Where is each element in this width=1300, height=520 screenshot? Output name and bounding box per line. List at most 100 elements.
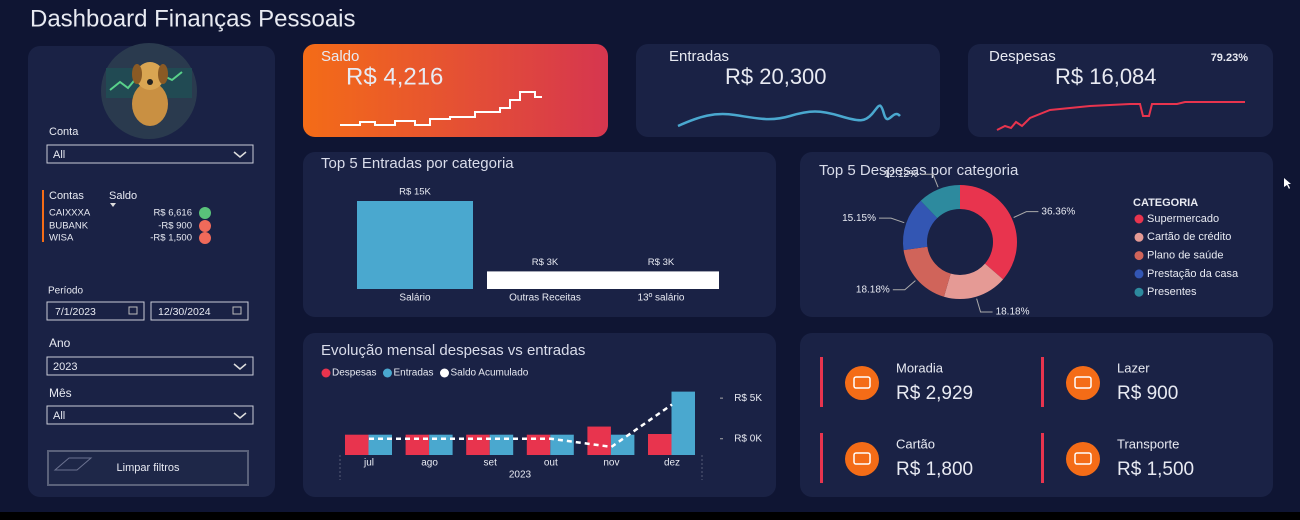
x-tick-label: dez [664,458,680,469]
date-value: 7/1/2023 [55,306,96,318]
bar [648,434,672,455]
bar [526,434,551,455]
x-tick-label: out [544,458,558,469]
tile-accent [820,357,823,407]
tile-accent [820,433,823,483]
leader-line [879,217,905,224]
bar [603,271,719,289]
tile-value: R$ 1,800 [896,459,973,480]
data-label: 18.18% [856,284,890,295]
x-tick-label: jul [363,458,374,469]
tile-icon-glyph [853,376,871,389]
data-label: R$ 15K [399,187,431,198]
dashboard-title: Dashboard Finanças Pessoais [30,5,356,32]
legend-label: Saldo Acumulado [451,368,529,379]
tile-icon-glyph [853,452,871,465]
legend-swatch [1134,214,1144,224]
conta-dropdown[interactable]: All [46,144,254,164]
table-cell: R$ 6,616 [153,208,192,219]
status-dot [199,232,211,244]
data-label: R$ 3K [532,257,559,268]
tile-value: R$ 2,929 [896,383,973,404]
leader-line [1013,211,1039,218]
sparkline [677,104,901,128]
status-dot [199,207,211,219]
tile-accent [1041,357,1044,407]
kpi-value: R$ 20,300 [725,64,827,89]
kpi-label: Despesas [989,48,1056,65]
kpi-label: Saldo [321,48,359,65]
kpi-share: 79.23% [1211,52,1249,64]
bar [671,391,695,455]
tile-icon [1066,366,1100,400]
tile-value: R$ 900 [1117,383,1178,404]
tile-icon-glyph [1074,376,1092,389]
legend-swatch [440,368,449,378]
table-accent [42,190,44,242]
x-tick-label: ago [421,458,438,469]
y2-tick-label: R$ 0K [734,433,762,444]
donut-slice [960,185,1017,280]
legend-label: Plano de saúde [1147,250,1223,262]
legend-swatch [1134,287,1144,297]
category-panel [800,333,1273,497]
legend-swatch [382,368,392,378]
filter-label: Período [48,286,83,297]
status-dot [199,220,211,232]
dropdown-value: 2023 [53,361,77,373]
kpi-card [968,44,1273,137]
chart-title: Top 5 Entradas por categoria [321,155,514,172]
tile-accent [1041,433,1044,483]
filter-label: Ano [49,336,71,350]
table-header: Saldo [109,190,137,202]
bar [550,434,574,455]
avatar [101,43,197,139]
x-tick-label: nov [603,458,619,469]
data-label: 18.18% [996,307,1030,318]
date-end[interactable]: 12/30/2024 [150,301,249,321]
kpi-label: Entradas [669,48,729,65]
x-tick-label: 13º salário [637,293,684,304]
chart-title: Top 5 Despesas por categoria [819,162,1019,179]
button-label: Limpar filtros [117,462,180,474]
x-tick-label: Salário [399,293,431,304]
table-header: Contas [49,190,84,202]
bar [487,271,603,289]
tile-value: R$ 1,500 [1117,459,1194,480]
tile-icon [1066,442,1100,476]
data-label: 12.12% [884,169,918,180]
date-value: 12/30/2024 [158,306,211,318]
legend-label: Cartão de crédito [1147,231,1231,243]
dropdown-value: All [53,149,65,161]
legend-label: Entradas [393,368,433,379]
legend-label: Presentes [1147,286,1197,298]
bar [587,426,611,455]
chart-title: Evolução mensal despesas vs entradas [321,342,585,359]
legend-swatch [1134,232,1144,242]
kpi-card [303,44,608,137]
ano-dropdown[interactable]: 2023 [46,356,254,376]
data-label: 36.36% [1041,206,1075,217]
table-cell: -R$ 1,500 [150,233,192,244]
tile-label: Lazer [1117,360,1150,375]
chart-panel [303,333,776,497]
leader-line [892,280,916,291]
filter-label: Mês [49,386,72,400]
table-cell: BUBANK [49,221,89,232]
mes-dropdown[interactable]: All [46,405,254,425]
tile-label: Cartão [896,436,935,451]
line [369,403,673,449]
tile-label: Transporte [1117,436,1179,451]
date-start[interactable]: 7/1/2023 [46,301,145,321]
sort-icon [110,203,116,207]
legend-title: CATEGORIA [1133,197,1198,209]
legend-swatch [1134,251,1144,261]
clear-filters-button[interactable]: Limpar filtros [47,450,249,486]
filter-label: Conta [49,126,79,138]
bar [357,201,473,289]
data-label: R$ 3K [648,257,675,268]
legend-swatch [321,368,331,378]
donut-slice [920,185,960,219]
sidebar-panel [28,46,275,497]
legend-label: Prestação da casa [1147,268,1239,280]
